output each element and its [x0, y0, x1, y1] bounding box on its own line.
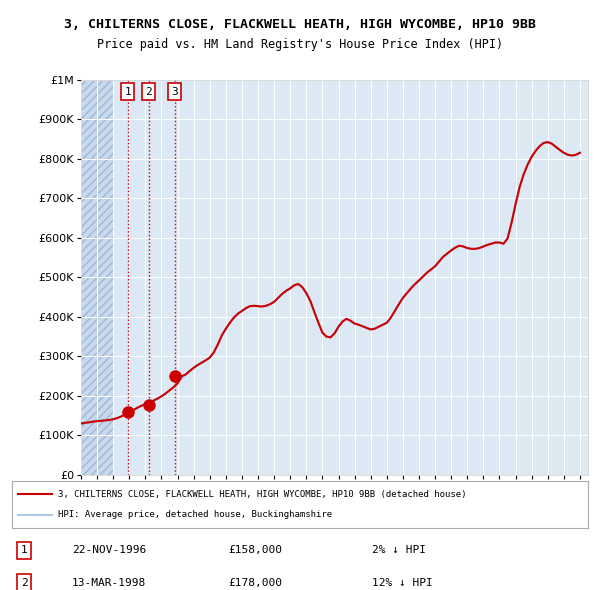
Text: 1: 1: [20, 545, 28, 555]
Text: 2% ↓ HPI: 2% ↓ HPI: [372, 545, 426, 555]
Text: 3: 3: [172, 87, 178, 97]
Bar: [81, 80, 113, 475]
Text: Price paid vs. HM Land Registry's House Price Index (HPI): Price paid vs. HM Land Registry's House …: [97, 38, 503, 51]
Text: 2: 2: [20, 578, 28, 588]
Text: 3, CHILTERNS CLOSE, FLACKWELL HEATH, HIGH WYCOMBE, HP10 9BB: 3, CHILTERNS CLOSE, FLACKWELL HEATH, HIG…: [64, 18, 536, 31]
Text: £178,000: £178,000: [228, 578, 282, 588]
Text: 13-MAR-1998: 13-MAR-1998: [72, 578, 146, 588]
Text: HPI: Average price, detached house, Buckinghamshire: HPI: Average price, detached house, Buck…: [58, 510, 332, 519]
Text: 2: 2: [145, 87, 152, 97]
Text: 1: 1: [124, 87, 131, 97]
Text: 12% ↓ HPI: 12% ↓ HPI: [372, 578, 433, 588]
Text: 3, CHILTERNS CLOSE, FLACKWELL HEATH, HIGH WYCOMBE, HP10 9BB (detached house): 3, CHILTERNS CLOSE, FLACKWELL HEATH, HIG…: [58, 490, 467, 499]
Text: £158,000: £158,000: [228, 545, 282, 555]
Text: 22-NOV-1996: 22-NOV-1996: [72, 545, 146, 555]
